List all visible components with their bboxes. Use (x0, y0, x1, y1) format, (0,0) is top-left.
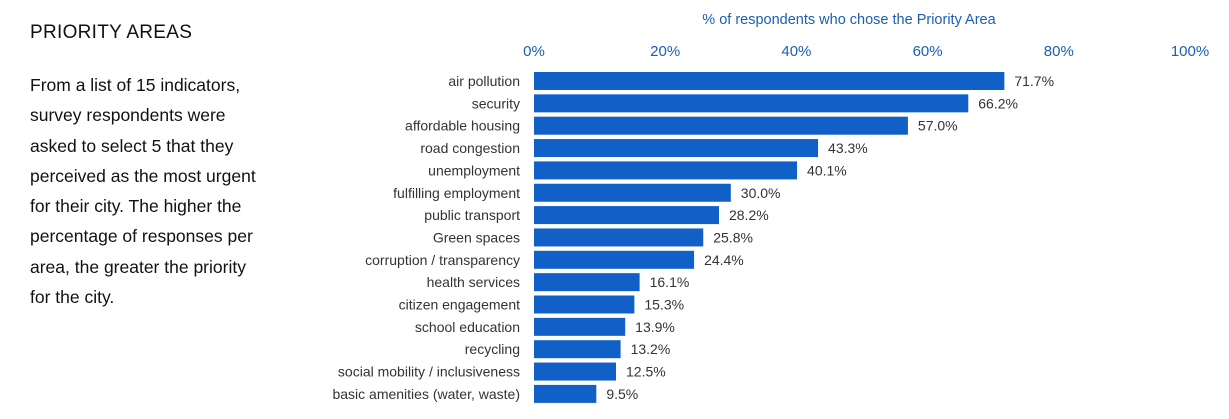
bar (534, 206, 719, 225)
category-label: air pollution (448, 73, 520, 89)
category-label: recycling (465, 341, 520, 357)
bar (534, 295, 635, 314)
bar (534, 183, 731, 202)
bar (534, 250, 695, 269)
x-tick-label: 40% (781, 43, 811, 60)
bar (534, 94, 969, 113)
category-label: basic amenities (water, waste) (332, 386, 520, 402)
category-label: affordable housing (405, 118, 520, 134)
value-label: 57.0% (918, 118, 958, 134)
category-label: social mobility / inclusiveness (338, 364, 520, 380)
bars: air pollution 71.7% security 66.2% affordabl… (332, 72, 1054, 403)
value-label: 15.3% (644, 297, 684, 313)
value-label: 40.1% (807, 162, 847, 178)
category-label: public transport (424, 207, 520, 223)
bar (534, 340, 621, 359)
value-label: 30.0% (741, 185, 781, 201)
value-label: 13.9% (635, 319, 675, 335)
x-tick-label: 60% (913, 43, 943, 60)
x-tick-label: 0% (523, 43, 545, 60)
section-title: PRIORITY AREAS (30, 22, 193, 43)
bar (534, 384, 597, 403)
bar (534, 362, 616, 381)
bar (534, 228, 704, 247)
value-label: 24.4% (704, 252, 744, 268)
category-label: school education (415, 319, 520, 335)
section-description: From a list of 15 indicators, survey res… (30, 75, 256, 308)
x-axis-ticks: 0% 20% 40% 60% 80% 100% (523, 43, 1209, 60)
value-label: 43.3% (828, 140, 868, 156)
category-label: citizen engagement (399, 297, 521, 313)
value-label: 16.1% (650, 274, 690, 290)
left-panel: PRIORITY AREAS From a list of 15 indicat… (30, 22, 270, 312)
category-label: health services (427, 274, 520, 290)
value-label: 25.8% (713, 229, 753, 245)
bar (534, 317, 626, 336)
value-label: 9.5% (606, 386, 638, 402)
bar (534, 72, 1005, 90)
x-tick-label: 100% (1171, 43, 1209, 60)
bar (534, 161, 798, 180)
category-label: security (472, 95, 520, 111)
bar (534, 273, 640, 292)
bar (534, 139, 819, 158)
x-tick-label: 20% (650, 43, 680, 60)
category-label: corruption / transparency (365, 252, 520, 268)
category-label: road congestion (420, 140, 520, 156)
value-label: 28.2% (729, 207, 769, 223)
category-label: unemployment (428, 162, 520, 178)
value-label: 66.2% (978, 95, 1018, 111)
category-label: fulfilling employment (393, 185, 520, 201)
value-label: 13.2% (631, 341, 671, 357)
value-label: 12.5% (626, 364, 666, 380)
value-label: 71.7% (1014, 73, 1054, 89)
chart-axis-title: % of respondents who chose the Priority … (702, 12, 996, 28)
bar (534, 116, 908, 135)
x-tick-label: 80% (1044, 43, 1074, 60)
category-label: Green spaces (433, 229, 520, 245)
